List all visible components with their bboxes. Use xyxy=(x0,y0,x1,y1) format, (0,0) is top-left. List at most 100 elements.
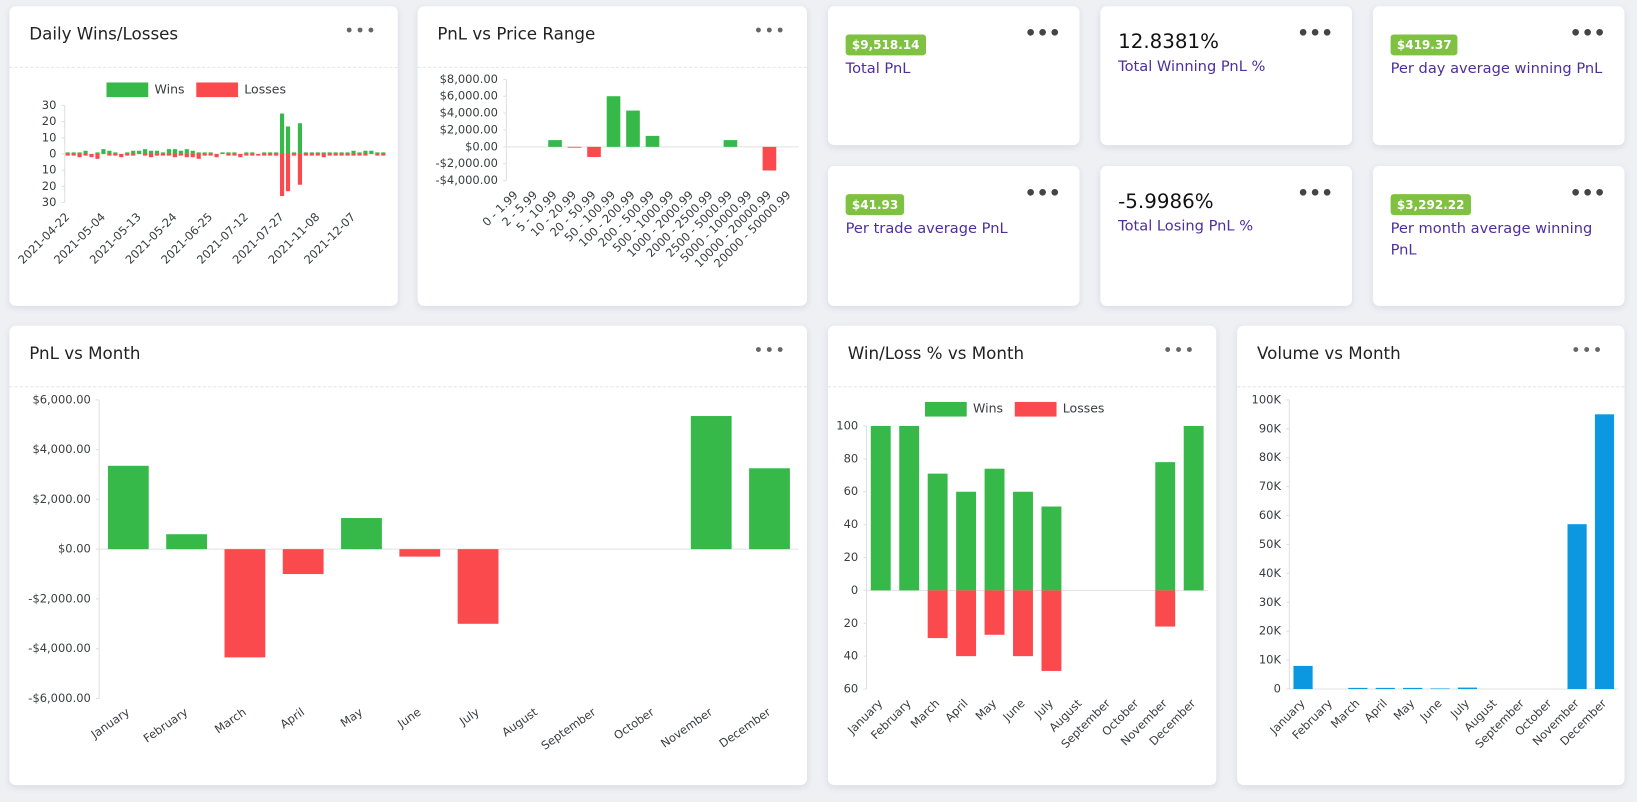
bar xyxy=(357,153,362,156)
bar xyxy=(339,152,344,154)
chart-card: Volume vs Month ••• 100K 90K 80K 70K 60K 50K 40… xyxy=(1237,325,1625,786)
legend-swatch xyxy=(196,82,239,98)
bar xyxy=(1430,688,1450,690)
menu-button[interactable]: ••• xyxy=(1569,22,1606,45)
bar xyxy=(1013,590,1033,657)
bar xyxy=(202,153,207,156)
bar xyxy=(107,465,149,550)
bar xyxy=(166,149,172,154)
bar xyxy=(238,153,243,158)
bar xyxy=(351,153,356,156)
y-tick-label: 0 xyxy=(49,146,56,160)
bar xyxy=(202,152,207,154)
y-tick-label: $0.00 xyxy=(58,542,91,556)
chart-card: Daily Wins/Losses ••• 30 20 10 0 10 20 30 2021-0… xyxy=(9,6,398,306)
bar xyxy=(71,153,76,156)
bar xyxy=(244,153,249,156)
bar xyxy=(381,152,386,154)
kpi-label: Total Losing PnL % xyxy=(1118,218,1254,235)
y-tick-label: $2,000.00 xyxy=(440,122,498,136)
y-tick-label: 60 xyxy=(844,484,859,498)
y-tick-label: 90K xyxy=(1259,421,1282,435)
bar xyxy=(285,126,291,154)
bar xyxy=(749,468,790,550)
y-tick-label: 100 xyxy=(836,418,858,432)
x-tick-label: March xyxy=(212,705,249,737)
chart: $8,000.00 $6,000.00 $4,000.00 $2,000.00 $0.0… xyxy=(435,72,799,270)
bar xyxy=(77,152,82,154)
kpi-card: $419.37 Per day average winning PnL ••• xyxy=(1372,6,1625,146)
bar xyxy=(125,153,130,156)
menu-button[interactable]: ••• xyxy=(1297,22,1334,45)
bar xyxy=(232,153,237,156)
x-tick-label: September xyxy=(538,705,598,753)
bar xyxy=(291,152,297,154)
x-tick-label: February xyxy=(141,705,191,746)
menu-button[interactable]: ••• xyxy=(1570,340,1604,361)
chart: 30201001020302021-04-222021-05-042021-05… xyxy=(15,81,387,267)
bar xyxy=(226,152,231,154)
bar xyxy=(160,152,166,154)
bar xyxy=(303,152,308,154)
x-tick-label: March xyxy=(908,696,943,731)
y-tick-label: 0 xyxy=(851,583,858,597)
x-tick-label: March xyxy=(1328,696,1363,731)
kpi-badge: $3,292.22 xyxy=(1390,194,1471,216)
bar xyxy=(190,153,195,158)
bar xyxy=(345,152,350,154)
y-tick-label: 20 xyxy=(844,616,859,630)
bar xyxy=(279,153,285,197)
x-tick-label: August xyxy=(499,705,540,740)
menu-button[interactable]: ••• xyxy=(753,340,787,361)
menu-button[interactable]: ••• xyxy=(1569,182,1606,205)
legend-label: Wins xyxy=(155,81,185,96)
legend-swatch xyxy=(106,82,149,98)
card-title: Daily Wins/Losses xyxy=(29,24,179,44)
menu-button[interactable]: ••• xyxy=(1024,22,1061,45)
bar xyxy=(1155,462,1176,591)
x-tick-label: June xyxy=(1416,696,1444,724)
bar xyxy=(333,152,338,154)
menu-button[interactable]: ••• xyxy=(1297,182,1334,205)
bar xyxy=(567,146,582,148)
bar xyxy=(224,549,266,658)
kpi-label: Total Winning PnL % xyxy=(1118,58,1266,76)
bar xyxy=(345,153,350,156)
y-tick-label: $8,000.00 xyxy=(440,72,498,86)
y-tick-label: -$2,000.00 xyxy=(28,591,91,605)
bar xyxy=(137,150,142,154)
bar xyxy=(89,153,94,158)
bar xyxy=(214,153,219,158)
bar xyxy=(232,152,237,154)
y-tick-label: 70K xyxy=(1259,479,1282,493)
bar xyxy=(363,150,368,154)
bar xyxy=(279,113,285,154)
kpi-card: -5.9986% Total Losing PnL % ••• xyxy=(1100,165,1352,306)
bar xyxy=(1375,687,1395,690)
bar xyxy=(148,153,154,158)
x-tick-label: April xyxy=(942,696,970,724)
bar xyxy=(291,153,297,156)
bar xyxy=(77,153,82,158)
bar xyxy=(131,153,136,156)
bar xyxy=(357,152,362,154)
bar xyxy=(107,150,112,154)
chart-card: PnL vs Month ••• $6,000.00 $4,000.00 $2,000… xyxy=(9,325,808,786)
menu-button[interactable]: ••• xyxy=(344,20,377,41)
bar xyxy=(83,150,88,154)
bar xyxy=(870,425,891,591)
x-tick-label: June xyxy=(999,696,1027,724)
bar xyxy=(244,152,249,154)
bar xyxy=(381,153,386,156)
legend-label: Losses xyxy=(1063,401,1105,416)
bar xyxy=(341,518,382,550)
bar xyxy=(196,153,201,159)
y-tick-label: 20K xyxy=(1259,624,1282,638)
menu-button[interactable]: ••• xyxy=(1162,340,1196,361)
bar xyxy=(297,153,303,185)
menu-button[interactable]: ••• xyxy=(1024,182,1061,205)
bar xyxy=(154,153,160,156)
bar xyxy=(178,153,183,156)
bar xyxy=(83,153,88,156)
menu-button[interactable]: ••• xyxy=(753,20,787,41)
